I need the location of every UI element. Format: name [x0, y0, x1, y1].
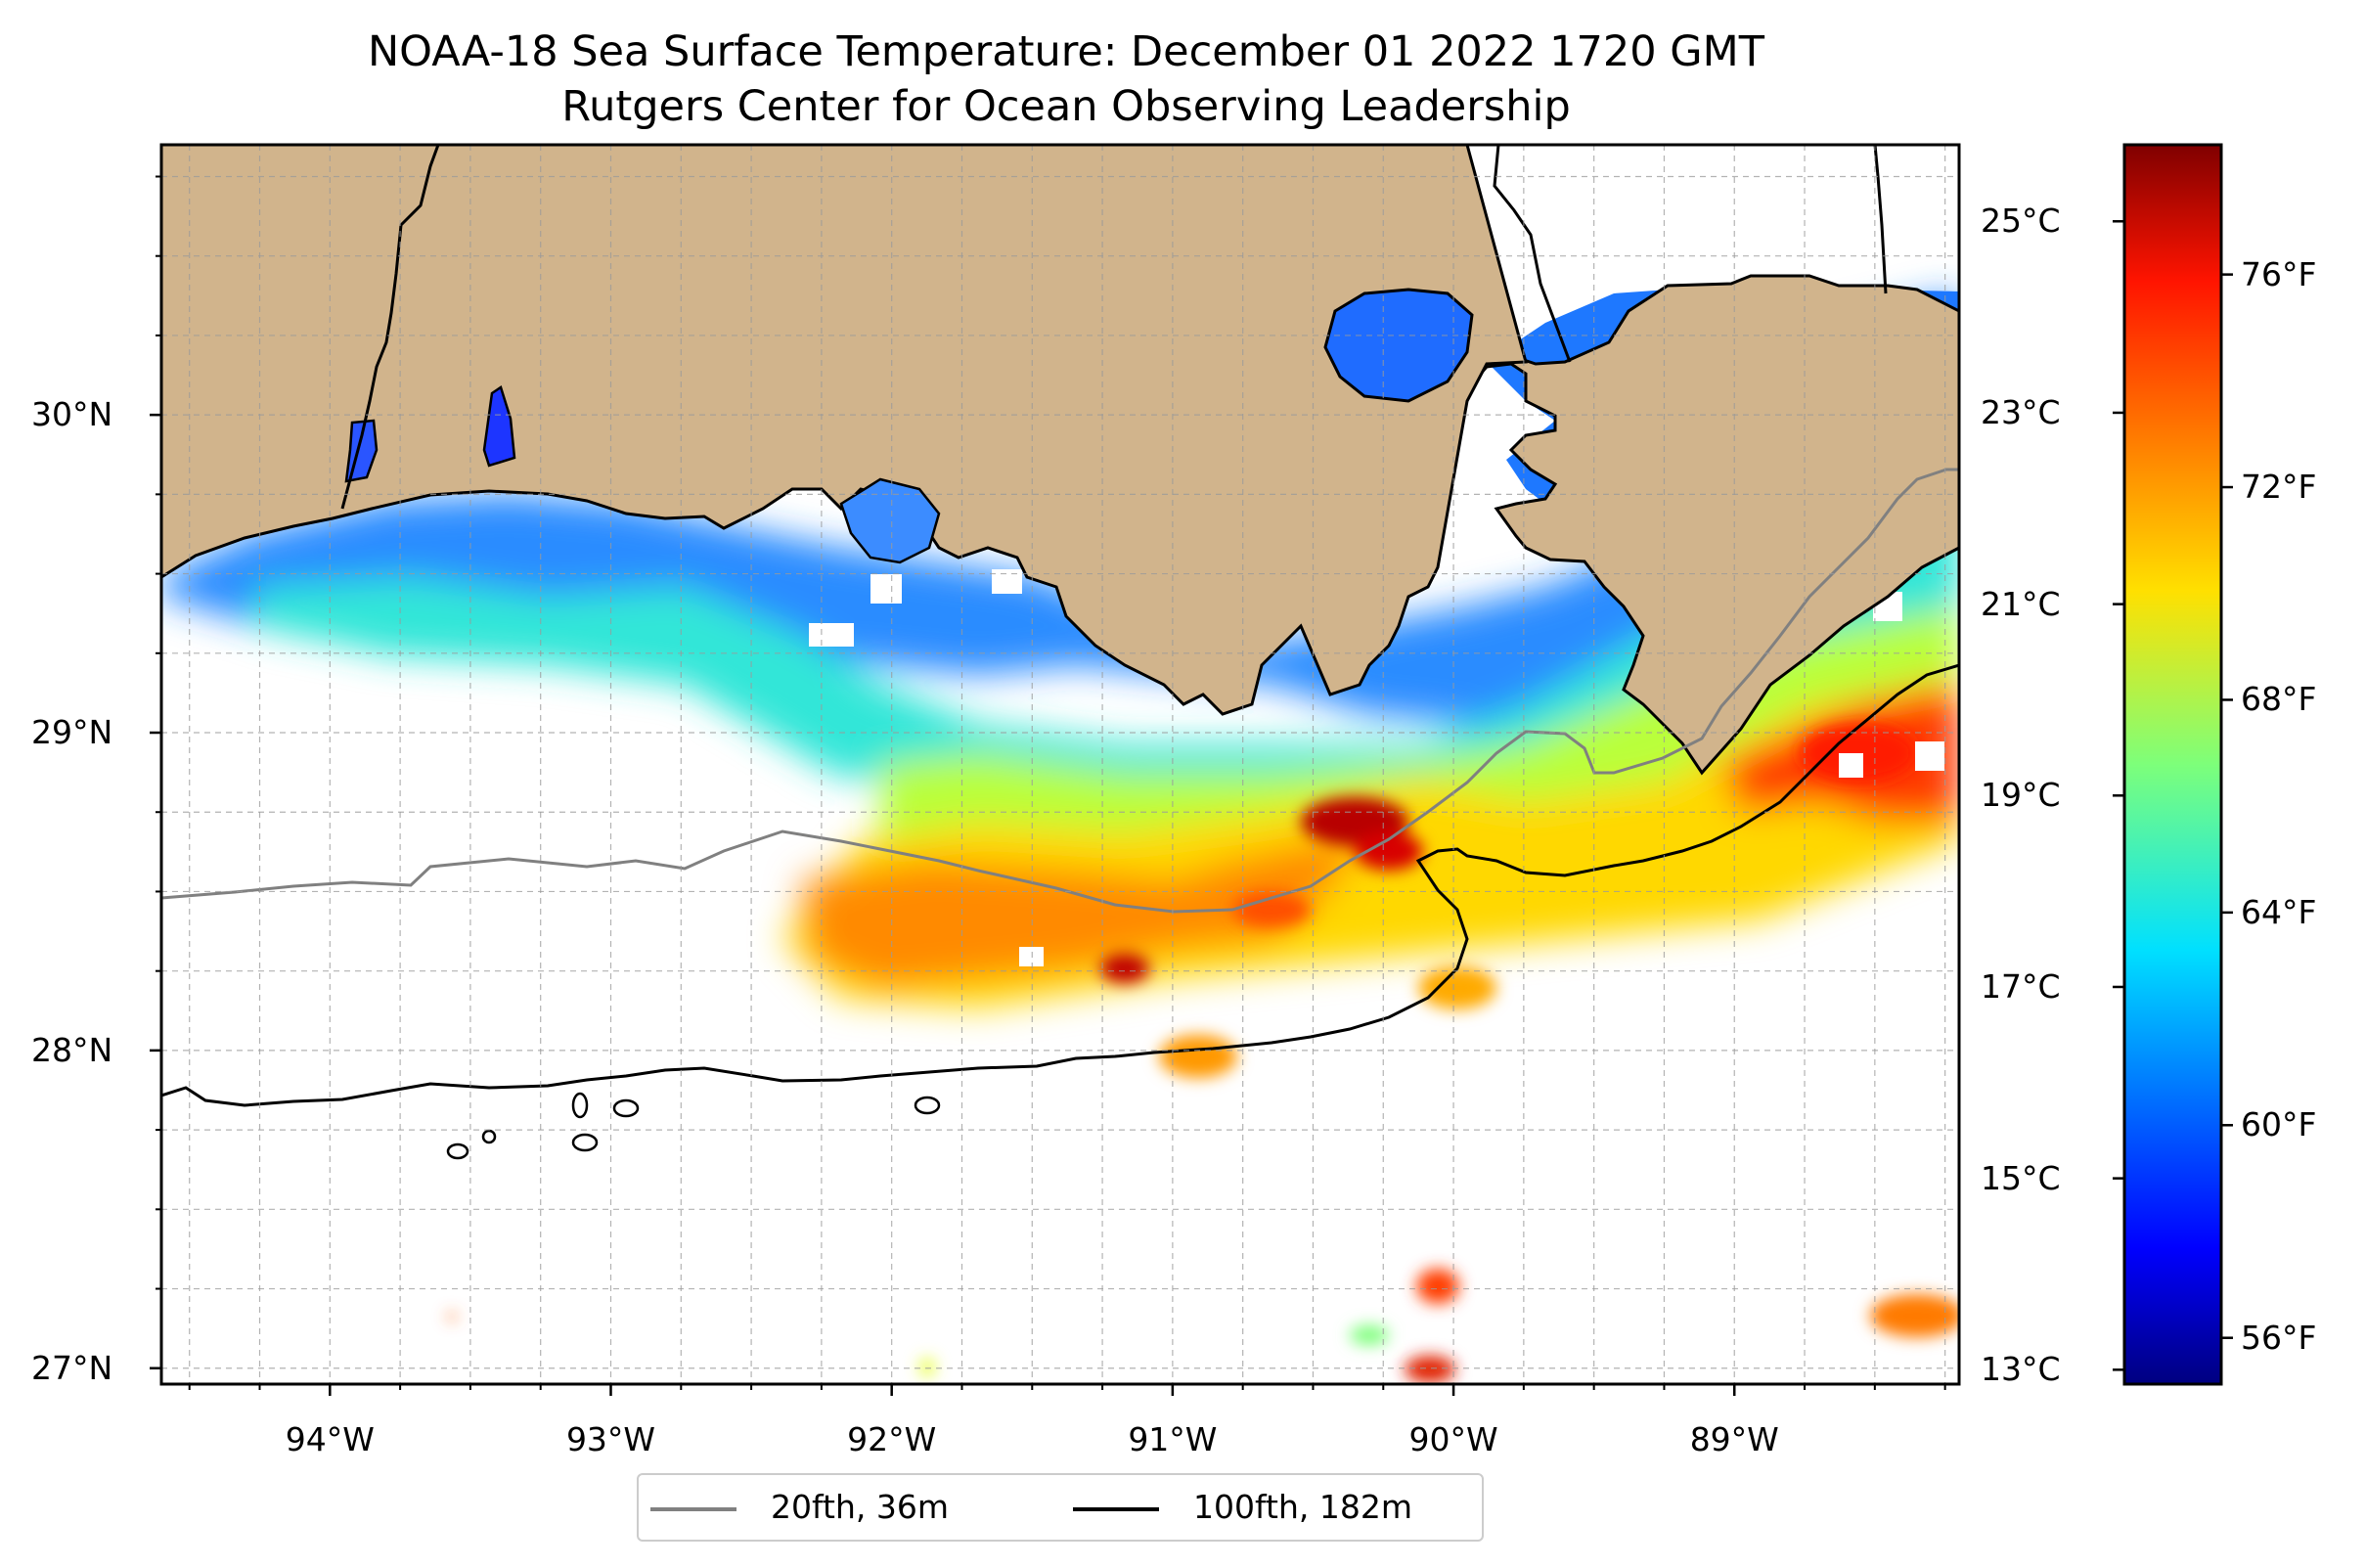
colorbar-label-fahrenheit: 76°F — [2241, 254, 2317, 293]
map-axis-ticks — [150, 175, 1946, 1396]
bank-outline — [914, 1096, 941, 1115]
colorbar-label-fahrenheit: 64°F — [2241, 892, 2317, 931]
sabine-lake — [482, 385, 516, 468]
colorbar-label-celsius: 13°C — [1981, 1350, 2061, 1389]
legend-swatch-100fth — [1073, 1507, 1159, 1511]
lake-pontchartrain — [1323, 288, 1474, 403]
map-title: NOAA-18 Sea Surface Temperature: Decembe… — [368, 27, 1764, 76]
map-gridlines — [161, 145, 1959, 1384]
lon-tick-label: 91°W — [1128, 1420, 1218, 1458]
colorbar-ticks — [2113, 220, 2233, 1371]
lon-tick-label: 90°W — [1408, 1420, 1498, 1458]
colorbar-label-celsius: 25°C — [1981, 202, 2061, 241]
lat-tick-label: 27°N — [31, 1348, 113, 1387]
legend-label-100fth: 100fth, 182m — [1193, 1488, 1412, 1526]
colorbar-label-celsius: 19°C — [1981, 776, 2061, 815]
lon-tick-label: 93°W — [565, 1420, 656, 1458]
lon-tick-label: 92°W — [847, 1420, 937, 1458]
pearl-river — [1493, 145, 1572, 363]
colorbar-label-fahrenheit: 72°F — [2241, 468, 2317, 507]
map-subtitle: Rutgers Center for Ocean Observing Leade… — [561, 82, 1571, 131]
colorbar-label-fahrenheit: 60°F — [2241, 1105, 2317, 1144]
colorbar-label-fahrenheit: 68°F — [2241, 680, 2317, 719]
lat-tick-label: 29°N — [31, 713, 113, 751]
lat-tick-label: 30°N — [31, 395, 113, 434]
contour-100fth — [161, 663, 1959, 1107]
bank-outline — [571, 1133, 599, 1152]
land-mass — [161, 145, 1959, 776]
colorbar-label-celsius: 21°C — [1981, 584, 2061, 623]
colorbar-label-celsius: 23°C — [1981, 392, 2061, 431]
bank-outline — [446, 1142, 469, 1160]
legend-swatch-20fth — [650, 1507, 736, 1511]
bank-outline — [481, 1129, 497, 1144]
contour-20fth — [161, 468, 1959, 914]
contour-legend: 20fth, 36m 100fth, 182m — [637, 1473, 1484, 1542]
state-line — [1873, 145, 1888, 294]
lat-tick-label: 28°N — [31, 1030, 113, 1069]
bank-outline — [571, 1092, 589, 1119]
colorbar — [2122, 143, 2223, 1386]
bank-outline — [612, 1098, 640, 1118]
lon-tick-label: 94°W — [285, 1420, 375, 1458]
map-content — [161, 145, 1959, 1384]
map-frame — [159, 143, 1961, 1386]
legend-label-20fth: 20fth, 36m — [771, 1488, 949, 1526]
atchafalaya-bay — [839, 477, 941, 564]
coast-main — [161, 145, 1528, 716]
colorbar-label-celsius: 15°C — [1981, 1158, 2061, 1197]
colorbar-label-fahrenheit: 56°F — [2241, 1318, 2317, 1357]
sabine-river — [340, 145, 440, 510]
lon-tick-label: 89°W — [1689, 1420, 1779, 1458]
colorbar-label-celsius: 17°C — [1981, 966, 2061, 1006]
